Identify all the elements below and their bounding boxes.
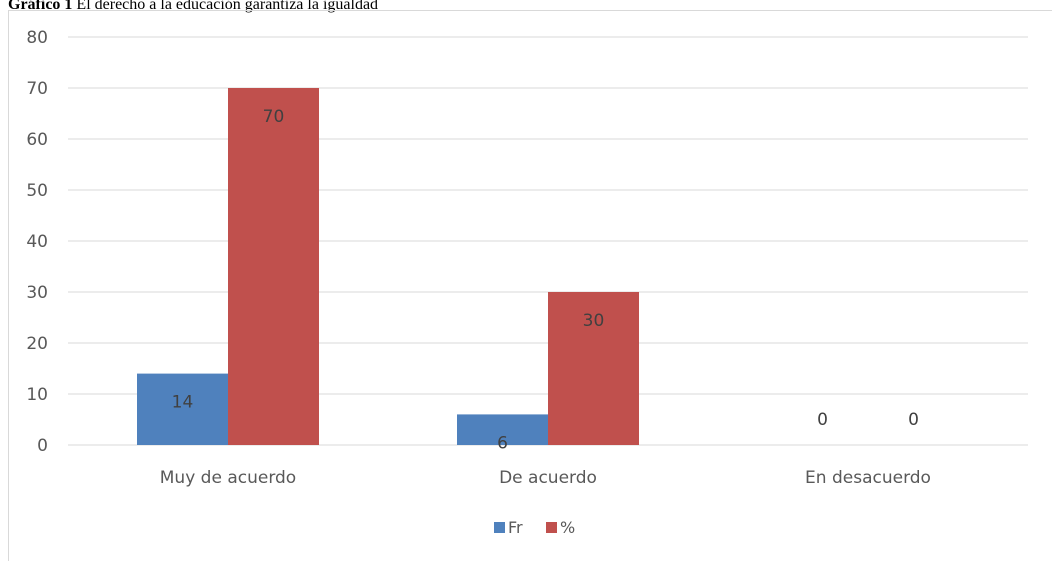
bar-fr-2 [457,414,548,445]
y-axis: 0 10 20 30 40 50 60 70 80 [26,28,48,456]
data-label-pct-3: 0 [908,410,919,430]
legend-label-pct: % [560,518,575,537]
x-category-label-2: De acuerdo [499,468,597,488]
x-axis: Muy de acuerdo De acuerdo En desacuerdo [160,468,931,488]
y-tick-label-30: 30 [26,283,48,303]
y-tick-label-10: 10 [26,385,48,405]
data-label-fr-1: 14 [172,393,194,413]
data-label-fr-2: 6 [497,433,508,453]
y-tick-label-0: 0 [37,436,48,456]
y-tick-label-80: 80 [26,28,48,48]
legend-swatch-fr [494,522,505,533]
figure-caption: Gráfico 1 El derecho a la educación gara… [8,0,378,14]
chart-frame [8,10,1052,561]
bars [137,88,639,445]
y-tick-label-40: 40 [26,232,48,252]
legend: Fr% [494,518,575,537]
legend-label-fr: Fr [508,518,523,537]
data-label-pct-2: 30 [583,311,605,331]
data-label-pct-1: 70 [263,107,285,127]
y-tick-label-70: 70 [26,79,48,99]
y-tick-label-60: 60 [26,130,48,150]
bar-fr-1 [137,373,228,445]
y-tick-label-50: 50 [26,181,48,201]
data-label-fr-3: 0 [817,410,828,430]
bar-pct-1 [228,88,319,445]
x-category-label-1: Muy de acuerdo [160,468,296,488]
legend-swatch-pct [546,522,557,533]
y-tick-label-20: 20 [26,334,48,354]
data-labels: 14 70 6 30 0 0 [172,107,919,453]
figure-caption-text: El derecho a la educación garantiza la i… [76,0,379,13]
x-category-label-3: En desacuerdo [805,468,931,488]
bar-pct-2 [548,292,639,445]
figure-caption-label: Gráfico 1 [8,0,73,13]
